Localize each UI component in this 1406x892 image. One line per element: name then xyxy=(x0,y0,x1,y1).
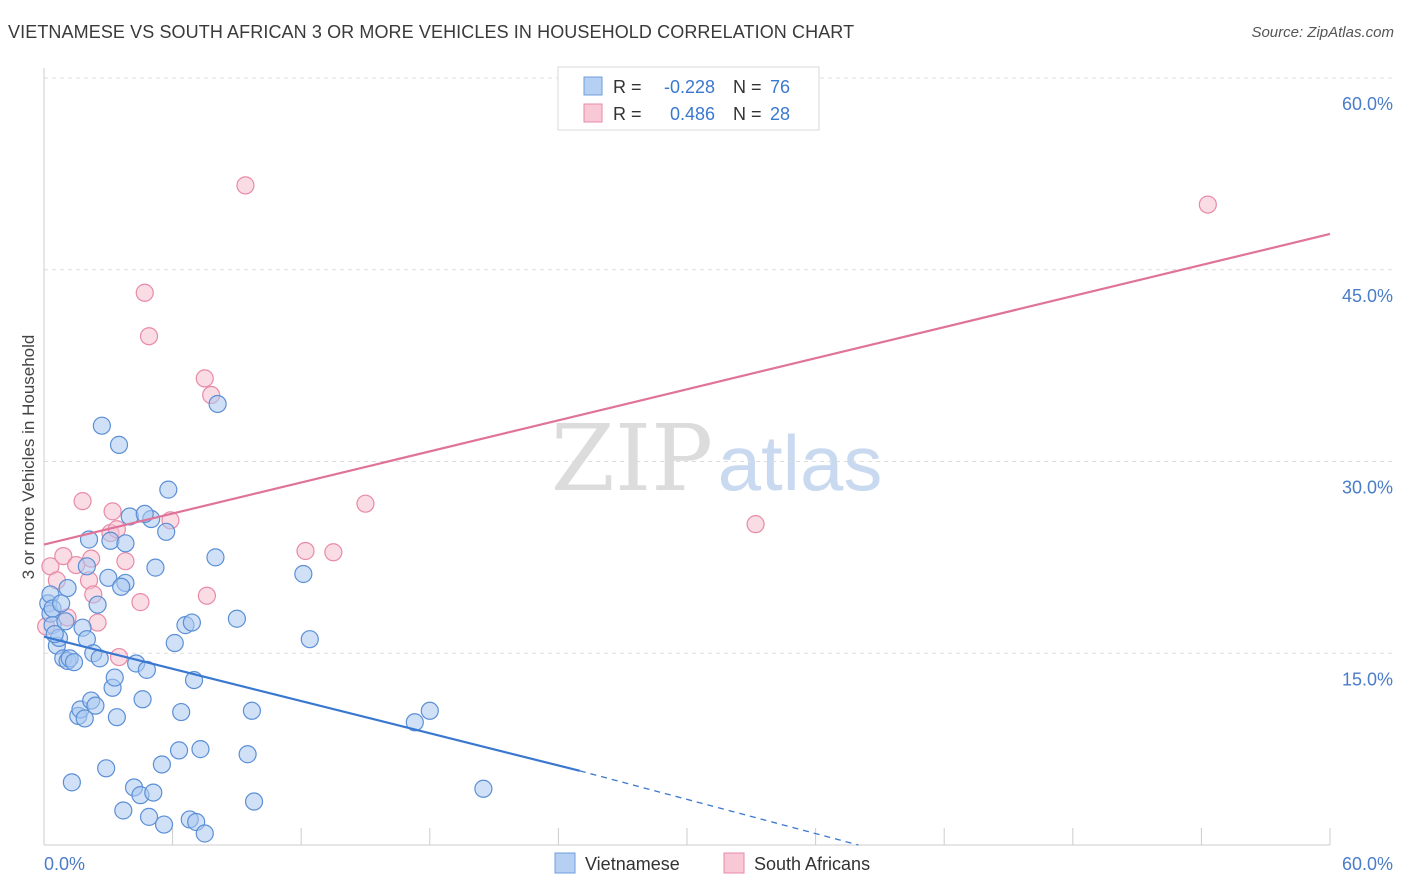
y-tick-label: 45.0% xyxy=(1342,286,1393,306)
vietnamese-point xyxy=(114,801,133,820)
vietnamese-point xyxy=(238,745,257,764)
chart-title: VIETNAMESE VS SOUTH AFRICAN 3 OR MORE VE… xyxy=(8,22,855,42)
vietnamese-point xyxy=(242,701,262,720)
vietnamese-point xyxy=(62,773,81,792)
vietnamese-point xyxy=(109,435,129,454)
vietnamese-point xyxy=(182,613,201,632)
vietnamese-point xyxy=(405,713,424,732)
vietnamese-point xyxy=(159,480,178,499)
south-africans-point xyxy=(131,593,150,612)
vietnamese-point xyxy=(146,558,165,577)
vietnamese-trend-line xyxy=(43,635,581,772)
south-africans-point xyxy=(103,502,122,521)
vietnamese-point xyxy=(154,815,174,834)
vietnamese-point xyxy=(195,824,214,843)
stats-n-value-vietnamese: 76 xyxy=(770,77,790,97)
x-tick-label-min: 0.0% xyxy=(44,854,85,874)
south-africans-point xyxy=(1198,195,1217,214)
vietnamese-point xyxy=(227,609,246,628)
south-africans-point xyxy=(296,541,315,561)
vietnamese-point xyxy=(58,578,77,598)
stats-n-label-south-africans: N = xyxy=(733,104,762,124)
x-axis-tick-labels: 0.0% 60.0% xyxy=(44,854,1393,874)
vietnamese-point xyxy=(99,568,118,587)
vietnamese-points xyxy=(39,394,493,843)
vietnamese-point xyxy=(56,612,75,631)
south-africans-trend-line xyxy=(43,232,1331,546)
y-axis-tick-labels: 15.0% 30.0% 45.0% 60.0% xyxy=(1342,94,1393,689)
stats-legend-swatch-south-africans xyxy=(583,103,603,123)
vietnamese-point xyxy=(77,557,96,576)
stats-legend: R = -0.228 N = 76 R = 0.486 N = 28 xyxy=(557,66,820,131)
vietnamese-trend-extension xyxy=(579,770,859,846)
south-africans-point xyxy=(73,492,92,511)
vietnamese-point xyxy=(144,783,163,802)
vietnamese-point xyxy=(116,534,135,553)
stats-r-label-vietnamese: R = xyxy=(613,77,642,97)
south-africans-point xyxy=(324,543,343,562)
vietnamese-point xyxy=(206,548,225,567)
vietnamese-point xyxy=(64,653,84,672)
vietnamese-point xyxy=(474,779,493,798)
legend-label-vietnamese: Vietnamese xyxy=(585,854,680,874)
y-tick-label: 30.0% xyxy=(1342,478,1393,498)
vietnamese-point xyxy=(139,807,159,826)
vietnamese-point xyxy=(75,709,94,728)
vietnamese-point xyxy=(157,522,176,541)
vietnamese-point xyxy=(97,759,116,778)
vietnamese-point xyxy=(165,633,184,653)
vietnamese-point xyxy=(169,741,189,760)
watermark-atlas: atlas xyxy=(718,419,883,507)
trend-lines xyxy=(43,232,1331,846)
vietnamese-point xyxy=(112,577,131,596)
south-africans-point xyxy=(236,176,255,195)
vietnamese-point xyxy=(101,531,120,550)
legend-swatch-vietnamese xyxy=(554,852,576,874)
vietnamese-point xyxy=(133,690,152,709)
watermark: ZIP atlas xyxy=(551,405,882,512)
source-label: Source: ZipAtlas.com xyxy=(1251,24,1394,41)
stats-n-label-vietnamese: N = xyxy=(733,77,762,97)
legend-swatch-south-africans xyxy=(723,852,745,874)
south-africans-point xyxy=(746,515,765,534)
vietnamese-point xyxy=(92,416,111,435)
south-africans-point xyxy=(54,546,73,566)
y-axis-label: 3 or more Vehicles in Household xyxy=(19,335,38,580)
stats-n-value-south-africans: 28 xyxy=(770,104,790,124)
x-tick-label-max: 60.0% xyxy=(1342,854,1393,874)
south-africans-point xyxy=(116,552,135,571)
stats-r-value-south-africans: 0.486 xyxy=(670,104,715,124)
vietnamese-point xyxy=(208,394,227,414)
stats-legend-swatch-vietnamese xyxy=(583,76,603,96)
vietnamese-point xyxy=(107,708,126,727)
south-africans-point xyxy=(195,369,214,388)
vietnamese-point xyxy=(300,630,319,649)
vietnamese-point xyxy=(88,595,107,614)
south-africans-point xyxy=(135,283,154,302)
stats-r-label-south-africans: R = xyxy=(613,104,642,124)
vietnamese-point xyxy=(294,564,313,584)
vietnamese-point xyxy=(52,594,71,613)
y-tick-label: 60.0% xyxy=(1342,94,1393,114)
vietnamese-point xyxy=(191,740,210,759)
south-africans-points xyxy=(37,176,1217,667)
stats-r-value-vietnamese: -0.228 xyxy=(664,77,715,97)
vietnamese-point xyxy=(152,755,171,774)
south-africans-point xyxy=(139,327,159,346)
watermark-zip: ZIP xyxy=(551,405,713,512)
grid-lines xyxy=(44,77,1392,654)
vietnamese-point xyxy=(105,668,124,687)
y-tick-label: 15.0% xyxy=(1342,669,1393,689)
legend-label-south-africans: South Africans xyxy=(754,854,870,874)
vietnamese-point xyxy=(86,696,105,715)
x-axis-ticks xyxy=(172,828,1331,845)
series-legend: Vietnamese South Africans xyxy=(554,852,870,874)
vietnamese-point xyxy=(420,701,439,720)
vietnamese-point xyxy=(172,702,191,722)
south-africans-point xyxy=(356,494,375,513)
vietnamese-point xyxy=(244,792,264,811)
south-africans-point xyxy=(197,586,216,605)
